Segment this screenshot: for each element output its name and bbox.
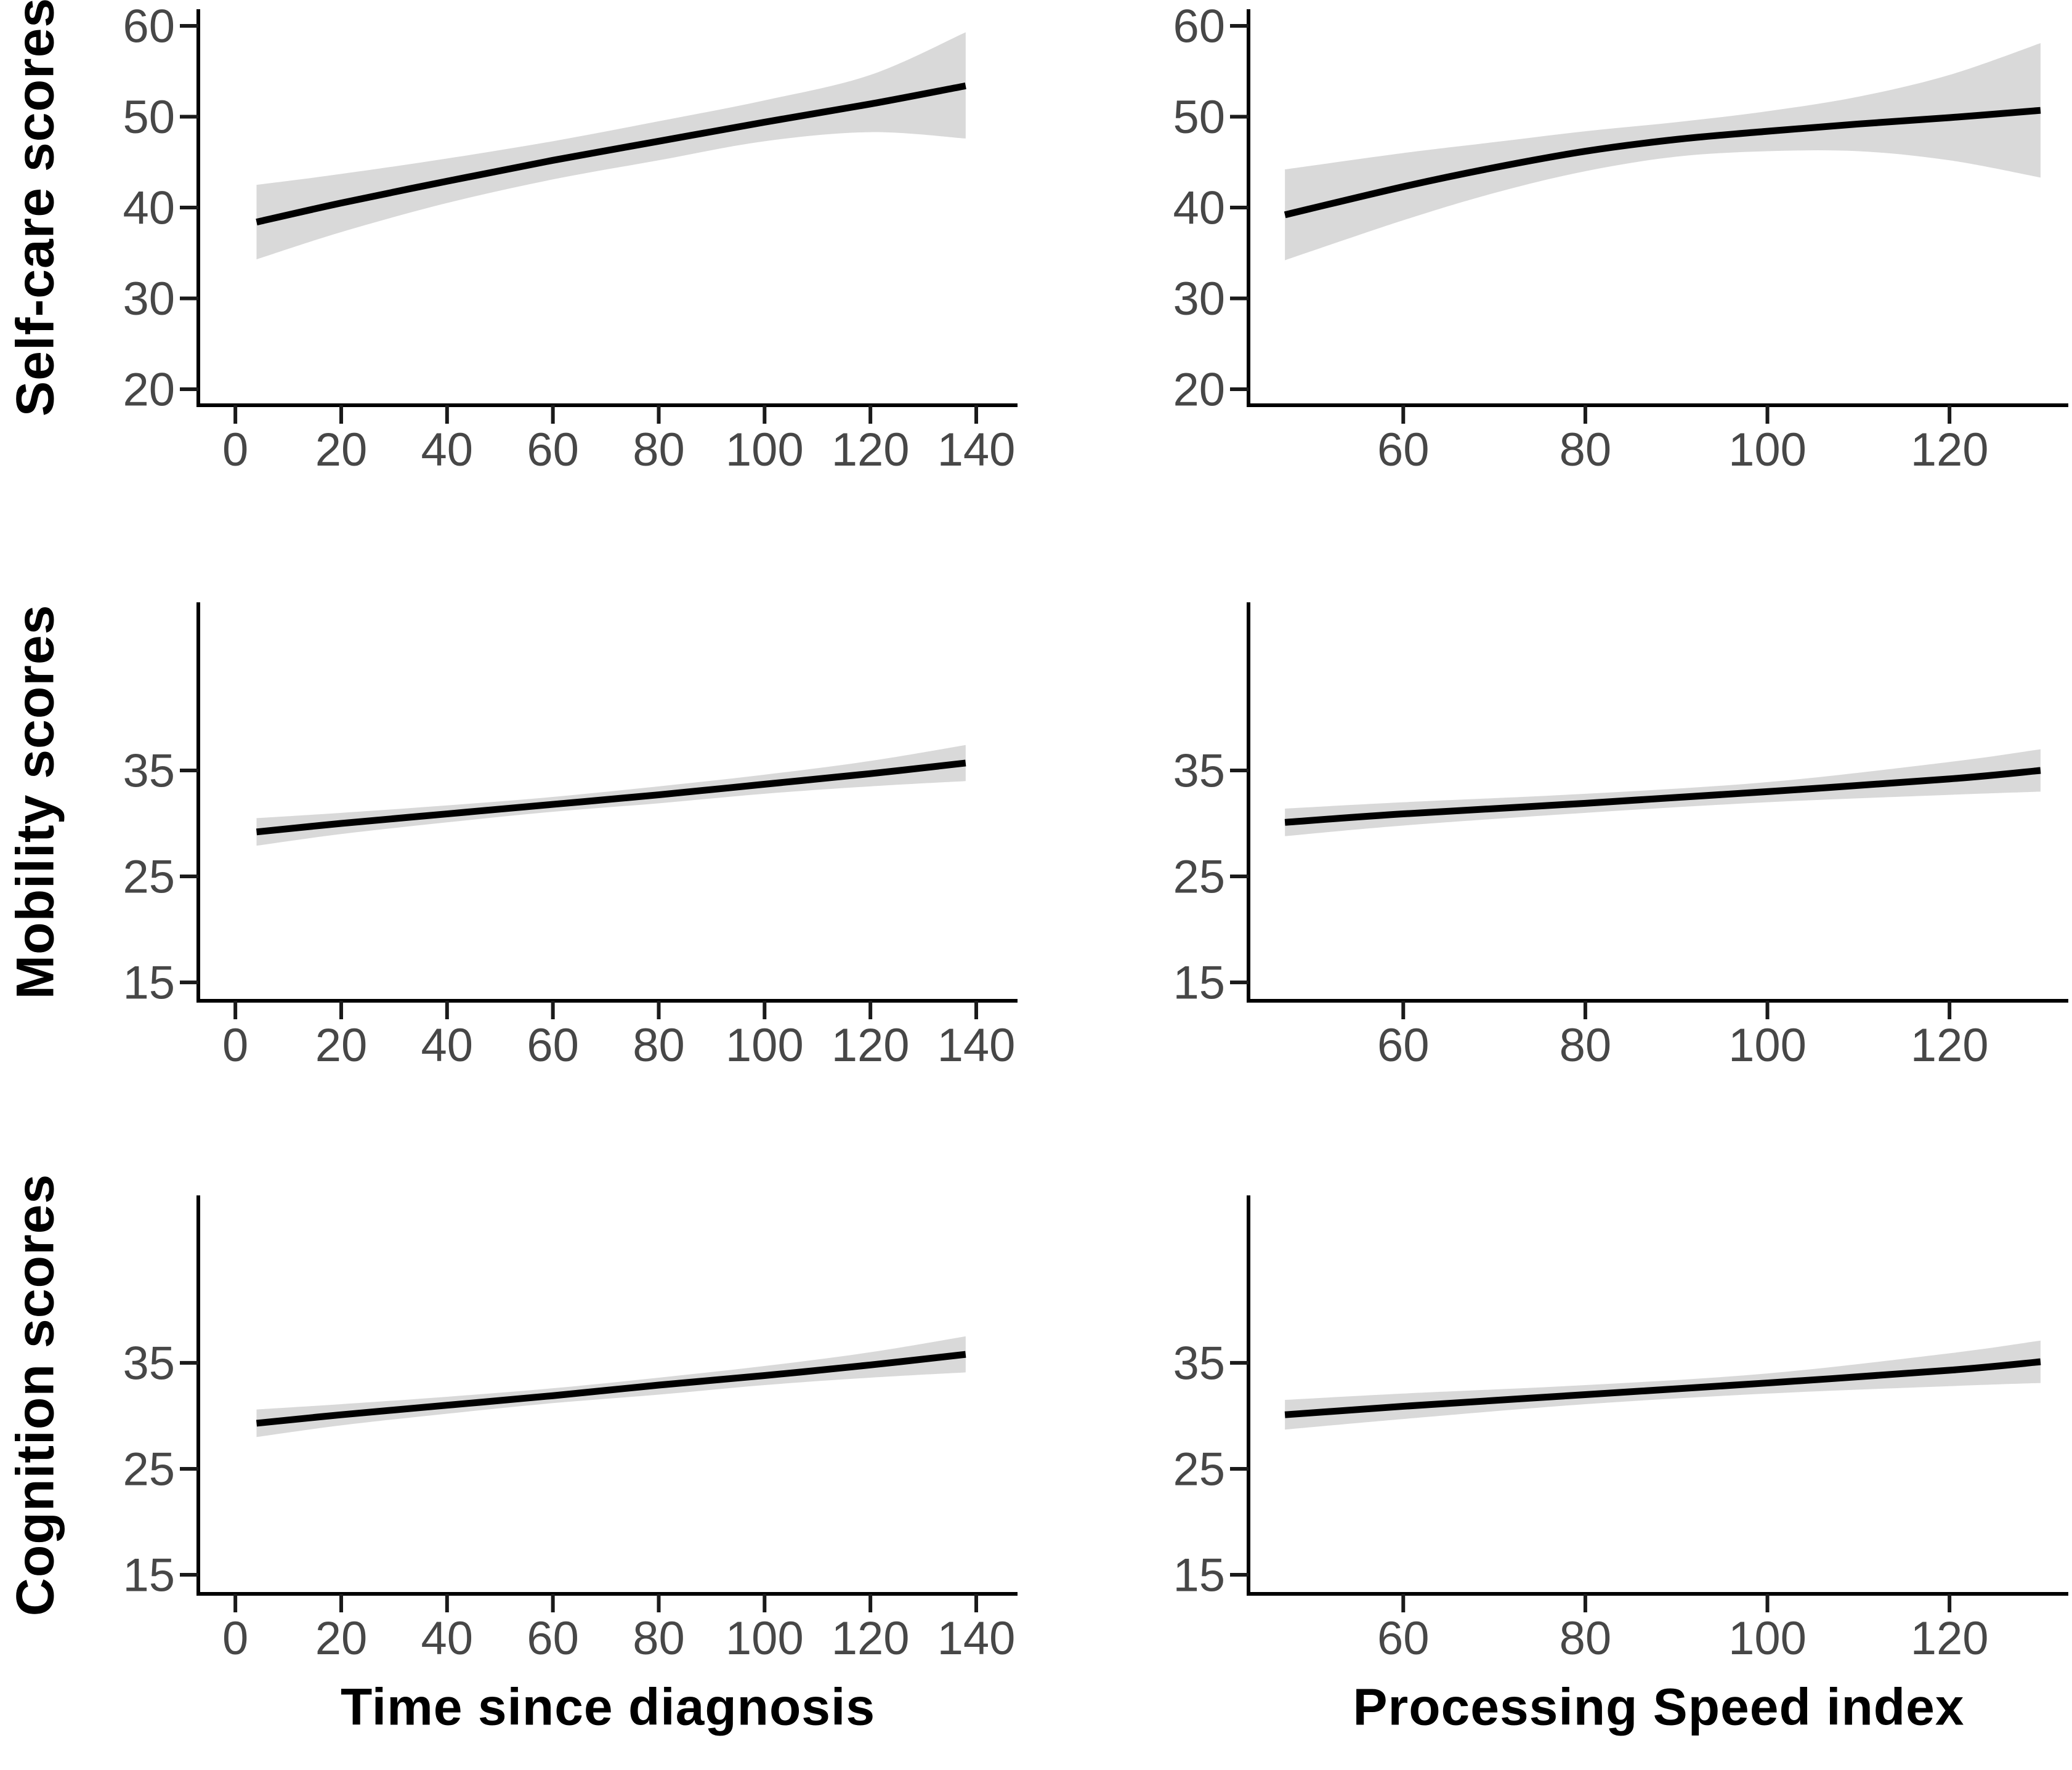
panel-mobility-vs-time: 0 20 40 60 80 100 120 140 15 25 35 <box>123 602 1018 1072</box>
confidence-band <box>256 745 966 846</box>
x-tick-label: 100 <box>726 424 804 476</box>
x-axis-title-processing-speed-index: Processing Speed index <box>1353 1678 1965 1736</box>
y-tick-label: 20 <box>1173 364 1225 416</box>
x-tick-label: 60 <box>1377 1019 1430 1072</box>
confidence-band <box>256 32 966 260</box>
y-axis-title-cognition: Cognition scores <box>6 1173 65 1617</box>
x-tick-label: 0 <box>222 424 248 476</box>
y-tick-label: 25 <box>1173 1444 1225 1496</box>
panel-self-care-vs-processing-speed: 60 80 100 120 20 30 40 50 60 <box>1173 1 2068 476</box>
x-tick-label: 100 <box>726 1612 804 1665</box>
confidence-band <box>1285 749 2041 836</box>
y-tick-label: 30 <box>1173 273 1225 325</box>
y-tick-label: 25 <box>1173 851 1225 903</box>
x-tick-label: 40 <box>421 424 474 476</box>
x-tick-label: 60 <box>527 1019 579 1072</box>
panel-mobility-vs-processing-speed: 60 80 100 120 15 25 35 <box>1173 602 2068 1072</box>
x-tick-label: 20 <box>315 424 368 476</box>
x-tick-label: 120 <box>832 1612 910 1665</box>
x-tick-label: 80 <box>1560 424 1612 476</box>
x-tick-label: 120 <box>1911 1612 1989 1665</box>
x-tick-label: 60 <box>1377 1612 1430 1665</box>
trend-line <box>256 759 966 836</box>
x-tick-label: 40 <box>421 1612 474 1665</box>
y-tick-label: 15 <box>1173 1550 1225 1602</box>
y-tick-label: 50 <box>1173 91 1225 143</box>
y-axis-title-mobility: Mobility scores <box>6 604 65 1000</box>
y-tick-label: 35 <box>1173 745 1225 798</box>
x-tick-label: 100 <box>1728 424 1807 476</box>
y-tick-label: 35 <box>123 745 175 798</box>
y-tick-label: 40 <box>1173 182 1225 235</box>
x-tick-label: 80 <box>1560 1612 1612 1665</box>
x-tick-label: 140 <box>937 424 1016 476</box>
y-tick-label: 35 <box>1173 1337 1225 1389</box>
x-tick-label: 120 <box>1911 424 1989 476</box>
panel-cognition-vs-time: 0 20 40 60 80 100 120 140 15 25 35 <box>123 1195 1018 1665</box>
confidence-band <box>1285 43 2041 261</box>
trend-line <box>1284 107 2041 219</box>
y-axis-title-self-care: Self-care scores <box>6 0 65 417</box>
trend-line <box>256 82 966 225</box>
y-tick-label: 25 <box>123 851 175 903</box>
trend-line <box>1284 767 2041 826</box>
x-tick-label: 80 <box>633 424 685 476</box>
y-tick-label: 35 <box>123 1337 175 1389</box>
x-tick-label: 60 <box>527 424 579 476</box>
y-tick-label: 50 <box>123 91 175 143</box>
x-tick-label: 80 <box>1560 1019 1612 1072</box>
x-tick-label: 60 <box>1377 424 1430 476</box>
y-tick-label: 30 <box>123 273 175 325</box>
x-tick-label: 40 <box>421 1019 474 1072</box>
x-axis-title-time-since-diagnosis: Time since diagnosis <box>340 1678 876 1736</box>
trend-line <box>256 1351 966 1427</box>
x-tick-label: 120 <box>1911 1019 1989 1072</box>
x-tick-label: 120 <box>832 1019 910 1072</box>
y-tick-label: 60 <box>1173 1 1225 53</box>
y-tick-label: 20 <box>123 364 175 416</box>
x-tick-label: 80 <box>633 1019 685 1072</box>
y-tick-label: 15 <box>1173 957 1225 1009</box>
panel-cognition-vs-processing-speed: 60 80 100 120 15 25 35 <box>1173 1195 2068 1665</box>
y-tick-label: 40 <box>123 182 175 235</box>
y-tick-label: 60 <box>123 1 175 53</box>
x-tick-label: 80 <box>633 1612 685 1665</box>
confidence-band <box>1285 1340 2041 1430</box>
y-tick-label: 15 <box>123 1550 175 1602</box>
x-tick-label: 140 <box>937 1019 1016 1072</box>
y-tick-label: 15 <box>123 957 175 1009</box>
x-tick-label: 60 <box>527 1612 579 1665</box>
x-tick-label: 140 <box>937 1612 1016 1665</box>
x-tick-label: 20 <box>315 1019 368 1072</box>
x-tick-label: 100 <box>1728 1019 1807 1072</box>
y-tick-label: 25 <box>123 1444 175 1496</box>
panel-self-care-vs-time: 0 20 40 60 80 100 120 140 20 30 40 50 60 <box>123 1 1018 476</box>
x-tick-label: 100 <box>1728 1612 1807 1665</box>
trend-line <box>1284 1358 2041 1418</box>
x-tick-label: 20 <box>315 1612 368 1665</box>
x-tick-label: 120 <box>832 424 910 476</box>
x-tick-label: 100 <box>726 1019 804 1072</box>
x-tick-label: 0 <box>222 1019 248 1072</box>
x-tick-label: 0 <box>222 1612 248 1665</box>
